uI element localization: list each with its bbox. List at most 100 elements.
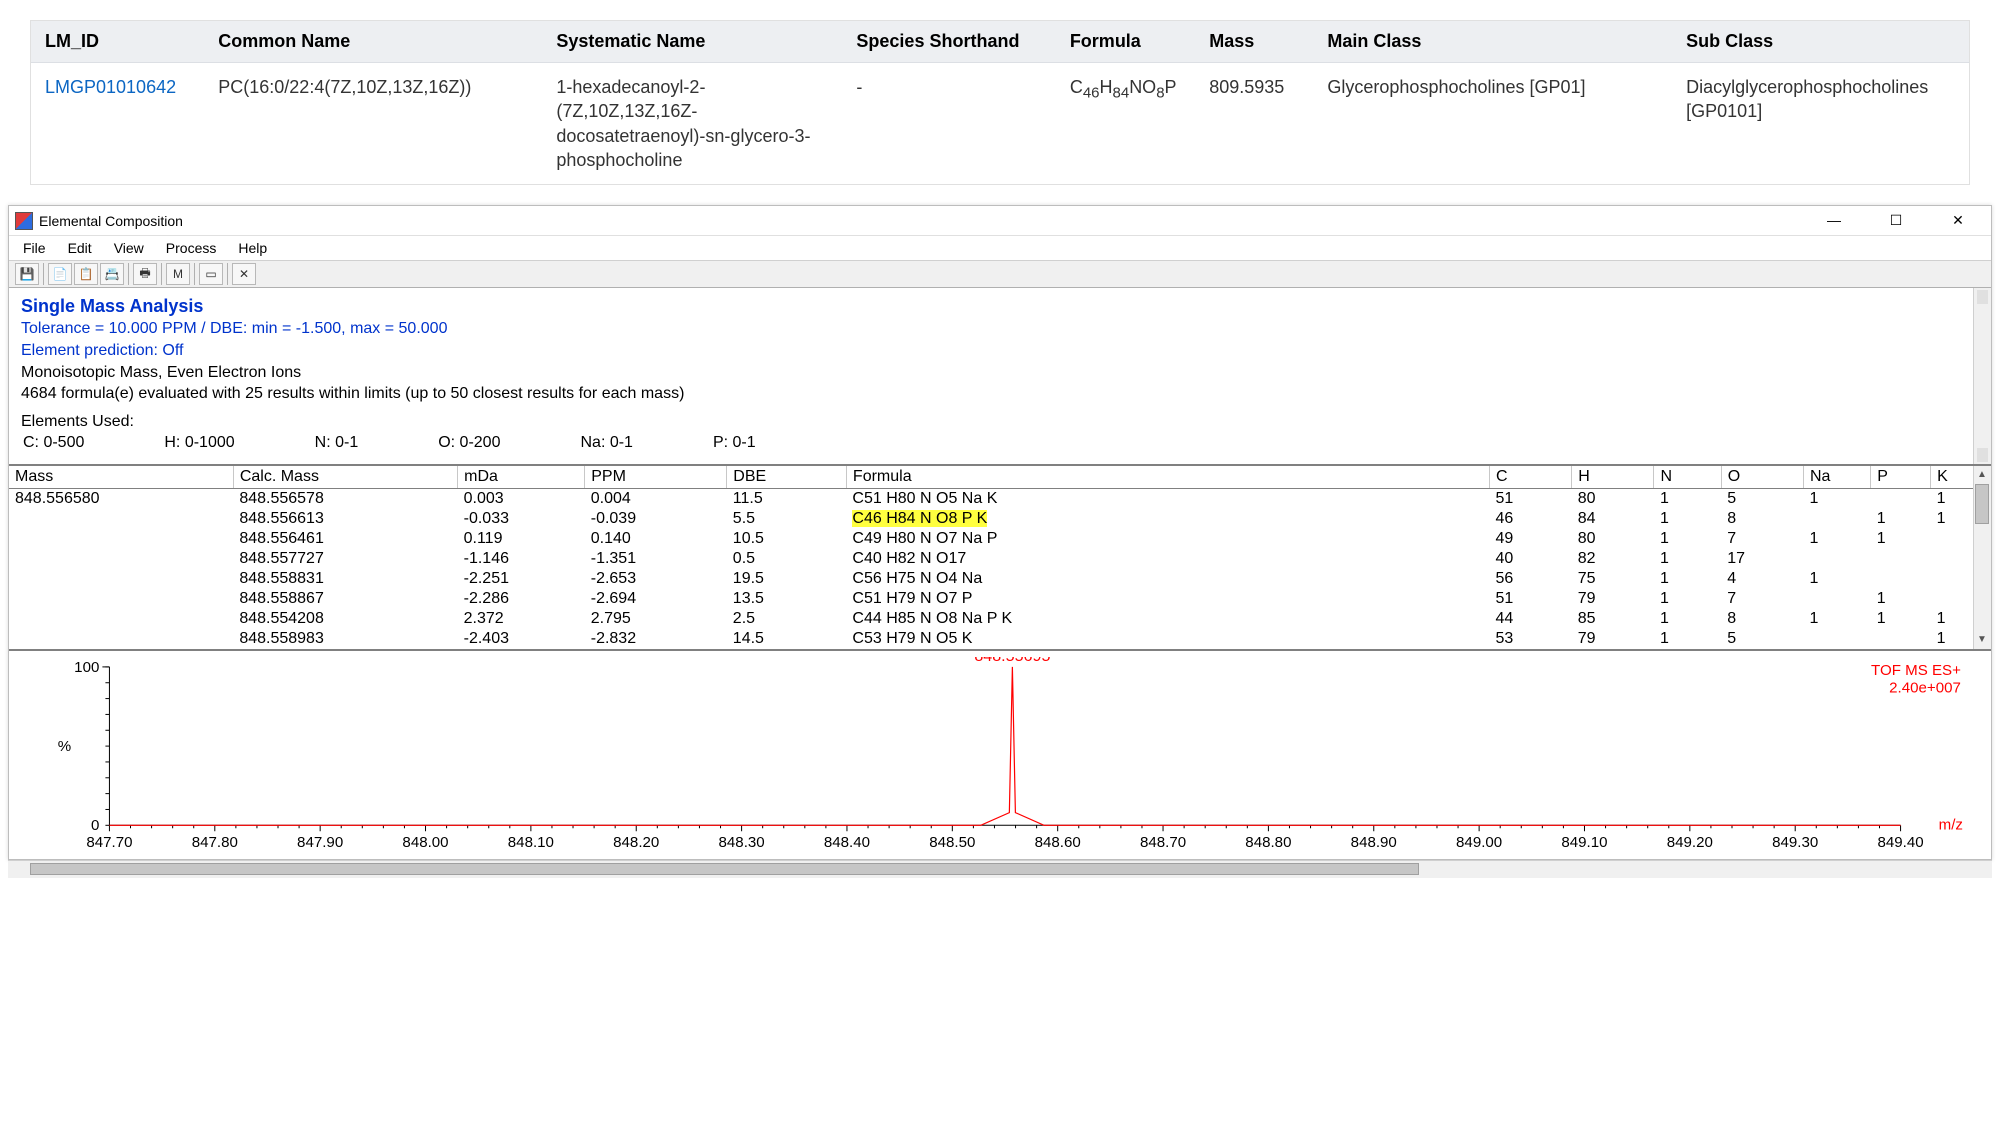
lm-id-link[interactable]: LMGP01010642 xyxy=(45,77,176,97)
svg-text:849.00: 849.00 xyxy=(1456,834,1502,851)
results-row[interactable]: 848.558983-2.403-2.83214.5C53 H79 N O5 K… xyxy=(9,629,1991,649)
horizontal-scrollbar[interactable] xyxy=(8,860,1992,878)
element-range: N: 0-1 xyxy=(315,432,359,454)
column-header[interactable]: LM_ID xyxy=(31,21,204,63)
prediction-line: Element prediction: Off xyxy=(21,340,1979,362)
results-table: MassCalc. MassmDaPPMDBEFormulaCHNONaPK 8… xyxy=(9,466,1991,649)
elemental-composition-window: Elemental Composition — ☐ ✕ File Edit View… xyxy=(8,205,1992,860)
results-column-header[interactable]: DBE xyxy=(727,466,847,489)
evaluated-line: 4684 formula(e) evaluated with 25 result… xyxy=(21,383,1979,405)
results-row[interactable]: 848.558831-2.251-2.65319.5C56 H75 N O4 N… xyxy=(9,569,1991,589)
results-row[interactable]: 848.557727-1.146-1.3510.5C40 H82 N O1740… xyxy=(9,549,1991,569)
tolerance-line: Tolerance = 10.000 PPM / DBE: min = -1.5… xyxy=(21,318,1979,340)
menu-help[interactable]: Help xyxy=(232,238,273,258)
svg-text:849.40: 849.40 xyxy=(1877,834,1923,851)
results-column-header[interactable]: P xyxy=(1871,466,1931,489)
results-row[interactable]: 848.556580848.5565780.0030.00411.5C51 H8… xyxy=(9,489,1991,510)
svg-text:848.10: 848.10 xyxy=(508,834,554,851)
results-row[interactable]: 848.558867-2.286-2.69413.5C51 H79 N O7 P… xyxy=(9,589,1991,609)
column-header[interactable]: Mass xyxy=(1195,21,1313,63)
window-title: Elemental Composition xyxy=(39,213,183,229)
results-column-header[interactable]: Calc. Mass xyxy=(233,466,457,489)
scroll-down-icon[interactable]: ▼ xyxy=(1975,633,1989,647)
svg-text:847.90: 847.90 xyxy=(297,834,343,851)
window-titlebar[interactable]: Elemental Composition — ☐ ✕ xyxy=(9,206,1991,236)
toolbar-separator xyxy=(161,263,162,285)
column-header[interactable]: Main Class xyxy=(1313,21,1672,63)
svg-text:848.20: 848.20 xyxy=(613,834,659,851)
spectrum-panel: TOF MS ES+2.40e+0071000%847.70847.80847.… xyxy=(9,649,1991,859)
spectrum-chart: TOF MS ES+2.40e+0071000%847.70847.80847.… xyxy=(39,657,1971,855)
svg-text:847.70: 847.70 xyxy=(86,834,132,851)
systematic-name-cell: 1-hexadecanoyl-2-(7Z,10Z,13Z,16Z-docosat… xyxy=(542,63,842,185)
box-icon[interactable]: ▭ xyxy=(199,263,223,285)
results-panel: MassCalc. MassmDaPPMDBEFormulaCHNONaPK 8… xyxy=(9,464,1991,649)
close-button[interactable]: ✕ xyxy=(1941,212,1975,229)
peak-label: 848.55695 xyxy=(974,657,1050,665)
results-column-header[interactable]: H xyxy=(1572,466,1654,489)
header-scrollbar[interactable] xyxy=(1973,288,1991,464)
scroll-up-icon[interactable]: ▲ xyxy=(1975,468,1989,482)
svg-text:849.10: 849.10 xyxy=(1561,834,1607,851)
y-axis-label: % xyxy=(58,738,71,755)
results-scrollbar[interactable]: ▲ ▼ xyxy=(1973,466,1991,649)
props-icon[interactable]: 📇 xyxy=(100,263,124,285)
results-row[interactable]: 848.5542082.3722.7952.5C44 H85 N O8 Na P… xyxy=(9,609,1991,629)
minimize-button[interactable]: — xyxy=(1817,212,1851,229)
element-range: H: 0-1000 xyxy=(164,432,234,454)
top-table-header-row: LM_IDCommon NameSystematic NameSpecies S… xyxy=(31,21,1969,63)
toolbar-separator xyxy=(43,263,44,285)
toolbar-separator xyxy=(194,263,195,285)
results-column-header[interactable]: mDa xyxy=(458,466,585,489)
element-range: Na: 0-1 xyxy=(580,432,632,454)
svg-text:848.90: 848.90 xyxy=(1351,834,1397,851)
column-header[interactable]: Sub Class xyxy=(1672,21,1969,63)
analysis-header-panel: Single Mass Analysis Tolerance = 10.000 … xyxy=(9,288,1991,464)
app-icon xyxy=(15,212,33,230)
menu-file[interactable]: File xyxy=(17,238,52,258)
maximize-button[interactable]: ☐ xyxy=(1879,212,1913,229)
results-column-header[interactable]: Formula xyxy=(846,466,1489,489)
menu-bar: File Edit View Process Help xyxy=(9,236,1991,260)
print-icon[interactable]: 🖶 xyxy=(133,263,157,285)
svg-text:0: 0 xyxy=(91,817,99,834)
results-column-header[interactable]: N xyxy=(1654,466,1721,489)
element-range: O: 0-200 xyxy=(438,432,500,454)
analysis-title: Single Mass Analysis xyxy=(21,294,1979,318)
h-scroll-thumb[interactable] xyxy=(30,863,1419,875)
save-icon[interactable]: 💾 xyxy=(15,263,39,285)
paste-icon[interactable]: 📋 xyxy=(74,263,98,285)
results-row[interactable]: 848.5564610.1190.14010.5C49 H80 N O7 Na … xyxy=(9,529,1991,549)
x-icon[interactable]: ✕ xyxy=(232,263,256,285)
scroll-thumb[interactable] xyxy=(1975,484,1989,524)
elements-used-label: Elements Used: xyxy=(21,411,1979,433)
results-column-header[interactable]: PPM xyxy=(585,466,727,489)
results-header-row: MassCalc. MassmDaPPMDBEFormulaCHNONaPK xyxy=(9,466,1991,489)
svg-text:849.30: 849.30 xyxy=(1772,834,1818,851)
top-record-table: LM_IDCommon NameSystematic NameSpecies S… xyxy=(31,21,1969,184)
svg-text:848.00: 848.00 xyxy=(402,834,448,851)
main-class-cell: Glycerophosphocholines [GP01] xyxy=(1313,63,1672,185)
column-header[interactable]: Systematic Name xyxy=(542,21,842,63)
column-header[interactable]: Common Name xyxy=(204,21,542,63)
copy-icon[interactable]: 📄 xyxy=(48,263,72,285)
spectrum-intensity-label: 2.40e+007 xyxy=(1889,680,1961,697)
toolbar-separator xyxy=(227,263,228,285)
column-header[interactable]: Species Shorthand xyxy=(842,21,1055,63)
results-row[interactable]: 848.556613-0.033-0.0395.5C46 H84 N O8 P … xyxy=(9,509,1991,529)
results-column-header[interactable]: C xyxy=(1489,466,1571,489)
results-column-header[interactable]: O xyxy=(1721,466,1803,489)
menu-edit[interactable]: Edit xyxy=(62,238,98,258)
svg-text:849.20: 849.20 xyxy=(1667,834,1713,851)
results-column-header[interactable]: Mass xyxy=(9,466,233,489)
menu-view[interactable]: View xyxy=(108,238,150,258)
svg-text:848.50: 848.50 xyxy=(929,834,975,851)
top-record-panel: LM_IDCommon NameSystematic NameSpecies S… xyxy=(30,20,1970,185)
monoisotopic-line: Monoisotopic Mass, Even Electron Ions xyxy=(21,362,1979,384)
column-header[interactable]: Formula xyxy=(1056,21,1195,63)
mass-cell: 809.5935 xyxy=(1195,63,1313,185)
svg-text:100: 100 xyxy=(74,659,99,676)
m-icon[interactable]: M xyxy=(166,263,190,285)
menu-process[interactable]: Process xyxy=(160,238,223,258)
results-column-header[interactable]: Na xyxy=(1804,466,1871,489)
